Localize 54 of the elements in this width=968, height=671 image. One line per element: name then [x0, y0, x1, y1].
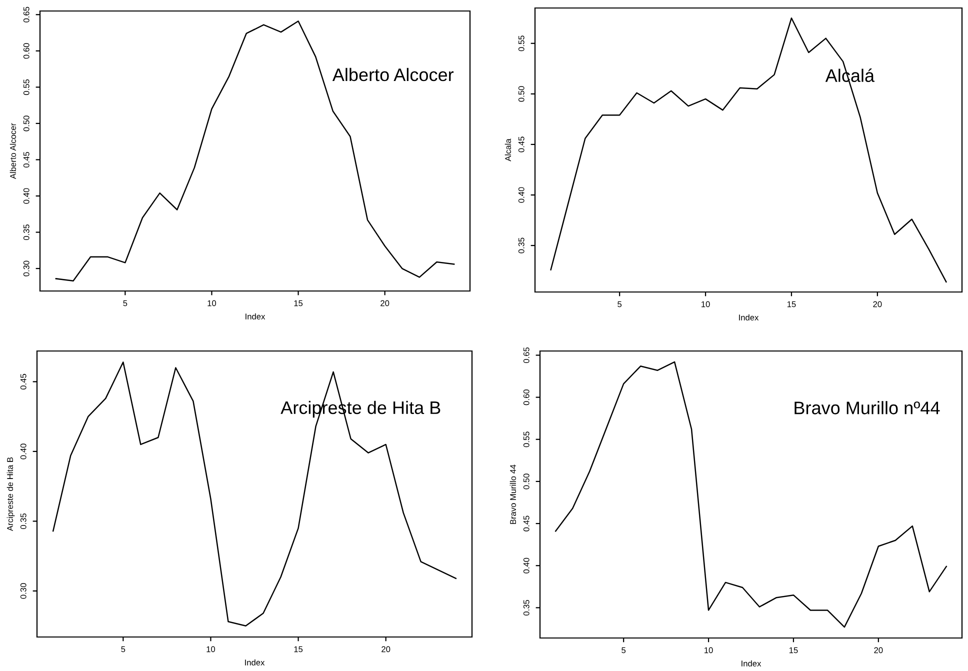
x-tick-label: 15 [294, 300, 303, 306]
x-tick-label: 20 [382, 646, 390, 652]
x-tick-label: 15 [294, 646, 303, 652]
x-tick-label: 15 [789, 647, 798, 654]
y-axis-title: Arcipreste de Hita B [6, 457, 15, 532]
x-tick-label: 10 [704, 647, 713, 654]
y-tick-label: 0.35 [23, 224, 30, 240]
line-series [550, 17, 947, 283]
x-tick-label: 15 [787, 301, 796, 308]
x-axis-title: Index [742, 660, 762, 666]
y-tick-label: 0.40 [518, 187, 524, 203]
y-tick-label: 0.40 [20, 444, 26, 460]
x-axis-title: Index [739, 314, 759, 320]
x-tick-label: 10 [208, 300, 216, 306]
y-tick-label: 0.65 [23, 6, 30, 22]
y-tick-label: 0.60 [23, 43, 30, 59]
annotation: Alberto Alcocer [332, 68, 454, 82]
y-tick-label: 0.60 [523, 390, 530, 406]
y-tick-label: 0.55 [518, 36, 524, 52]
y-tick-label: 0.45 [523, 516, 530, 532]
y-tick-label: 0.45 [518, 136, 524, 152]
y-tick-label: 0.50 [523, 474, 530, 490]
x-tick-label: 5 [618, 301, 622, 308]
y-tick-label: 0.50 [518, 86, 524, 102]
y-axis-title: Alcala [504, 138, 511, 162]
y-tick-label: 0.35 [20, 513, 26, 529]
y-tick-label: 0.55 [23, 79, 30, 95]
y-tick-label: 0.65 [523, 347, 530, 363]
annotation: Bravo Murillo nº44 [794, 401, 940, 414]
y-tick-label: 0.35 [518, 238, 524, 254]
y-tick-label: 0.45 [20, 374, 26, 390]
line-series [55, 20, 455, 282]
x-axis-title: Index [246, 313, 266, 320]
line-series [52, 362, 457, 626]
y-tick-label: 0.35 [523, 600, 530, 616]
x-tick-label: 5 [121, 646, 126, 652]
x-axis-title: Index [245, 659, 265, 666]
y-tick-label: 0.55 [523, 432, 530, 448]
y-tick-label: 0.50 [23, 116, 30, 132]
y-tick-label: 0.40 [523, 558, 530, 574]
y-tick-label: 0.30 [23, 260, 30, 276]
x-tick-label: 20 [873, 301, 882, 308]
y-tick-label: 0.30 [20, 583, 26, 599]
x-tick-label: 20 [380, 300, 390, 306]
x-tick-label: 20 [874, 647, 883, 654]
y-axis-title: Alberto Alcocer [10, 123, 16, 180]
x-tick-label: 10 [702, 301, 710, 308]
x-tick-label: 10 [206, 646, 216, 652]
x-tick-label: 5 [622, 647, 626, 654]
x-tick-label: 5 [123, 300, 128, 306]
y-tick-label: 0.40 [23, 188, 30, 204]
line-series [555, 361, 947, 628]
y-tick-label: 0.45 [23, 152, 30, 168]
y-axis-title: Bravo Murillo 44 [510, 464, 516, 524]
